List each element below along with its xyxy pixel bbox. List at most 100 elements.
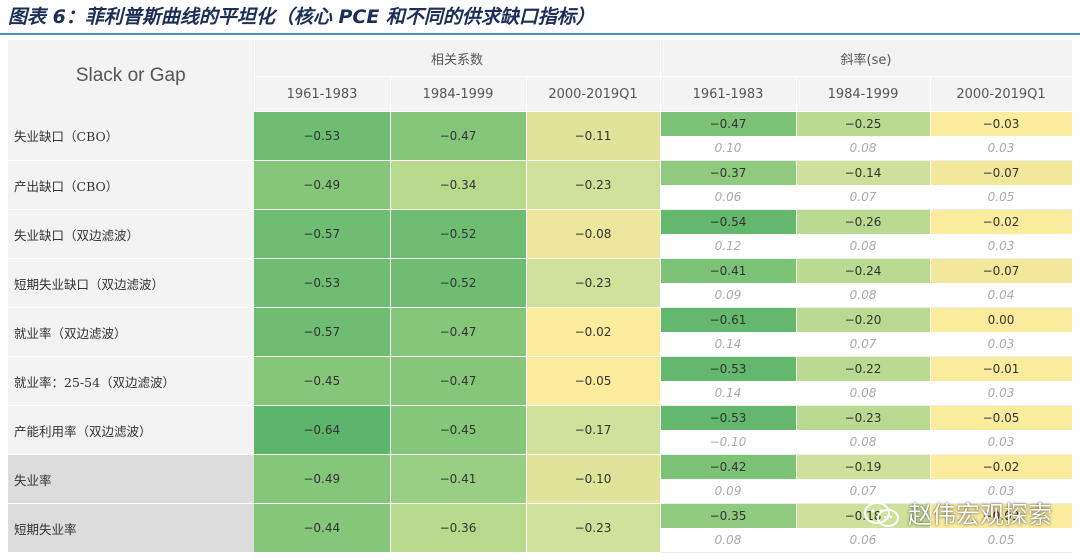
se-cell: 0.07 xyxy=(796,479,931,504)
correlation-cell: −0.57 xyxy=(254,307,391,357)
correlation-cell: −0.41 xyxy=(390,454,527,504)
se-cell: 0.08 xyxy=(796,136,931,161)
table-row-se: 0.08 0.06 0.05 xyxy=(8,528,1073,553)
table-row: 失业缺口（CBO） −0.53 −0.47 −0.11 −0.47 −0.25 −0.03 xyxy=(8,111,1073,161)
row-label: 产出缺口（CBO） xyxy=(8,160,254,210)
se-cell: 0.06 xyxy=(660,185,797,210)
watermark-text: 赵伟宏观探索 xyxy=(908,501,1052,529)
correlation-cell: −0.23 xyxy=(526,160,661,210)
table-row: 短期失业率 −0.44 −0.36 −0.23 −0.35 −0.18 −0.03 xyxy=(8,503,1073,553)
slope-cell: −0.18 xyxy=(796,503,931,528)
period-header: 1961-1983 xyxy=(254,76,391,112)
slope-cell: −0.05 xyxy=(930,405,1073,430)
slope-cell: −0.23 xyxy=(796,405,931,430)
slope-cell: −0.01 xyxy=(930,356,1073,381)
correlation-cell: −0.47 xyxy=(390,307,527,357)
correlation-cell: −0.05 xyxy=(526,356,661,406)
correlation-cell: −0.45 xyxy=(390,405,527,455)
slope-cell: −0.03 xyxy=(930,111,1073,136)
se-cell: 0.09 xyxy=(660,283,797,308)
correlation-cell: −0.52 xyxy=(390,209,527,259)
slope-cell: −0.54 xyxy=(660,209,797,234)
se-cell: 0.03 xyxy=(930,479,1073,504)
correlation-cell: −0.44 xyxy=(254,503,391,553)
se-cell: 0.08 xyxy=(796,381,931,406)
slope-cell: 0.00 xyxy=(930,307,1073,332)
correlation-cell: −0.57 xyxy=(254,209,391,259)
slope-cell: −0.42 xyxy=(660,454,797,479)
se-cell: 0.06 xyxy=(796,528,931,553)
table-row: 短期失业缺口（双边滤波） −0.53 −0.52 −0.23 −0.41 −0.24 −0.… xyxy=(8,258,1073,308)
correlation-cell: −0.10 xyxy=(526,454,661,504)
se-cell: 0.14 xyxy=(660,332,797,357)
period-header: 2000-2019Q1 xyxy=(930,76,1073,112)
title-divider xyxy=(0,33,1080,35)
period-header: 1984-1999 xyxy=(796,76,931,112)
se-cell: 0.07 xyxy=(796,185,931,210)
watermark: 赵伟宏观探索 xyxy=(862,497,1052,533)
table-row: 就业率（双边滤波） −0.57 −0.47 −0.02 −0.61 −0.20 0.00 xyxy=(8,307,1073,357)
se-cell: 0.03 xyxy=(930,381,1073,406)
slope-cell: −0.26 xyxy=(796,209,931,234)
table-row-se: 0.09 0.08 0.04 xyxy=(8,283,1073,308)
table-row-se: 0.10 0.08 0.03 xyxy=(8,136,1073,161)
row-label: 失业缺口（CBO） xyxy=(8,111,254,161)
row-label: 失业缺口（双边滤波） xyxy=(8,209,254,259)
se-cell: 0.08 xyxy=(796,234,931,259)
period-header: 1984-1999 xyxy=(390,76,527,112)
se-cell: 0.08 xyxy=(796,283,931,308)
slope-cell: −0.37 xyxy=(660,160,797,185)
correlation-cell: −0.49 xyxy=(254,160,391,210)
slope-cell: −0.53 xyxy=(660,356,797,381)
period-header: 2000-2019Q1 xyxy=(526,76,661,112)
row-label: 短期失业率 xyxy=(8,503,254,553)
correlation-table: Slack or Gap 相关系数 斜率(se) 1961-1983 1984-… xyxy=(8,40,1073,553)
correlation-cell: −0.23 xyxy=(526,503,661,553)
correlation-cell: −0.53 xyxy=(254,258,391,308)
corner-label: Slack or Gap xyxy=(8,40,255,112)
se-cell: 0.12 xyxy=(660,234,797,259)
correlation-cell: −0.53 xyxy=(254,111,391,161)
correlation-cell: −0.52 xyxy=(390,258,527,308)
correlation-cell: −0.34 xyxy=(390,160,527,210)
correlation-cell: −0.47 xyxy=(390,356,527,406)
row-label: 失业率 xyxy=(8,454,254,504)
table-row: 失业率 −0.49 −0.41 −0.10 −0.42 −0.19 −0.02 xyxy=(8,454,1073,504)
slope-cell: −0.20 xyxy=(796,307,931,332)
slope-cell: −0.19 xyxy=(796,454,931,479)
correlation-cell: −0.11 xyxy=(526,111,661,161)
se-cell: −0.10 xyxy=(660,430,797,455)
se-cell: 0.03 xyxy=(930,332,1073,357)
se-cell: 0.04 xyxy=(930,283,1073,308)
table-row: 失业缺口（双边滤波） −0.57 −0.52 −0.08 −0.54 −0.26 −0.02 xyxy=(8,209,1073,259)
table-row-se: 0.14 0.07 0.03 xyxy=(8,332,1073,357)
row-label: 短期失业缺口（双边滤波） xyxy=(8,258,254,308)
table-row: 产出缺口（CBO） −0.49 −0.34 −0.23 −0.37 −0.14 −0.07 xyxy=(8,160,1073,210)
se-cell: 0.08 xyxy=(660,528,797,553)
correlation-cell: −0.45 xyxy=(254,356,391,406)
chart-title: 图表 6：菲利普斯曲线的平坦化（核心 PCE 和不同的供求缺口指标） xyxy=(8,6,595,28)
wechat-icon xyxy=(864,502,899,527)
table-row-se: 0.06 0.07 0.05 xyxy=(8,185,1073,210)
row-label: 就业率（双边滤波） xyxy=(8,307,254,357)
group-header-correlation: 相关系数 xyxy=(254,40,661,77)
se-cell: 0.05 xyxy=(930,528,1073,553)
correlation-cell: −0.08 xyxy=(526,209,661,259)
se-cell: 0.05 xyxy=(930,185,1073,210)
row-label: 产能利用率（双边滤波） xyxy=(8,405,254,455)
table-row-se: 0.14 0.08 0.03 xyxy=(8,381,1073,406)
slope-cell: −0.22 xyxy=(796,356,931,381)
table-row-se: 0.12 0.08 0.03 xyxy=(8,234,1073,259)
se-cell: 0.03 xyxy=(930,136,1073,161)
slope-cell: −0.07 xyxy=(930,258,1073,283)
se-cell: 0.14 xyxy=(660,381,797,406)
slope-cell: −0.47 xyxy=(660,111,797,136)
slope-cell: −0.02 xyxy=(930,209,1073,234)
slope-cell: −0.07 xyxy=(930,160,1073,185)
table-row: 产能利用率（双边滤波） −0.64 −0.45 −0.17 −0.53 −0.23 −0.0… xyxy=(8,405,1073,455)
slope-cell: −0.25 xyxy=(796,111,931,136)
slope-cell: −0.41 xyxy=(660,258,797,283)
period-header: 1961-1983 xyxy=(660,76,797,112)
se-cell: 0.08 xyxy=(796,430,931,455)
slope-cell: −0.02 xyxy=(930,454,1073,479)
